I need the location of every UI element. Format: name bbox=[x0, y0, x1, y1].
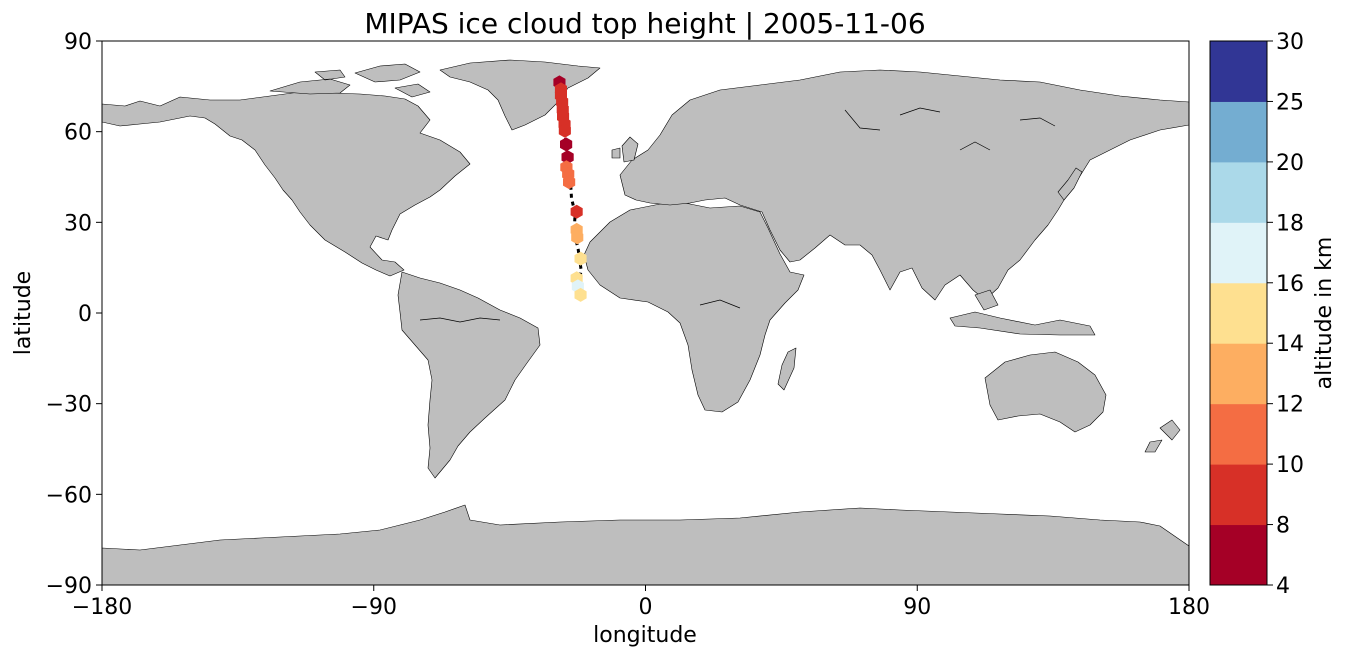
land-arctic-islands bbox=[269, 63, 431, 98]
colorbar-segment bbox=[1210, 282, 1267, 344]
land-british-isles bbox=[611, 136, 639, 163]
y-tick-label: −30 bbox=[46, 393, 92, 418]
map-rivers bbox=[419, 107, 1056, 323]
land-japan bbox=[1057, 167, 1083, 201]
land-masses bbox=[102, 59, 1189, 585]
x-tick-label: −180 bbox=[72, 595, 132, 620]
land-new-zealand bbox=[1144, 419, 1181, 453]
map-panel bbox=[101, 40, 1190, 586]
cloud-top-marker bbox=[574, 251, 587, 266]
colorbar-tick-label: 8 bbox=[1276, 514, 1290, 539]
colorbar-tick-label: 14 bbox=[1276, 332, 1304, 357]
x-tick-label: −90 bbox=[351, 595, 397, 620]
cloud-top-marker bbox=[570, 204, 583, 219]
colorbar-segment bbox=[1210, 161, 1267, 223]
x-tick-label: 0 bbox=[639, 595, 653, 620]
colorbar-tick-label: 10 bbox=[1276, 453, 1304, 478]
cloud-top-marker bbox=[574, 287, 587, 302]
colorbar-label: altitude in km bbox=[1312, 237, 1337, 390]
land-eurasia bbox=[619, 69, 1189, 301]
y-tick-label: 90 bbox=[64, 30, 92, 55]
y-tick-label: 30 bbox=[64, 211, 92, 236]
y-tick-label: −90 bbox=[46, 574, 92, 599]
land-southeast-asia-islands bbox=[949, 289, 1096, 336]
y-tick-label: 0 bbox=[78, 302, 92, 327]
cloud-top-markers bbox=[553, 75, 587, 302]
cloud-top-marker bbox=[563, 175, 576, 190]
colorbar-segment bbox=[1210, 524, 1267, 586]
y-axis-label: latitude bbox=[11, 271, 36, 355]
cloud-top-marker bbox=[558, 123, 571, 138]
land-madagascar bbox=[777, 347, 797, 391]
colorbar-segment bbox=[1210, 464, 1267, 526]
colorbar-tick-label: 4 bbox=[1276, 574, 1290, 599]
cloud-top-marker bbox=[571, 230, 584, 245]
colorbar: 4 8 10 12 14 16 18 20 25 30 bbox=[1209, 30, 1304, 599]
cloud-top-marker bbox=[560, 137, 573, 152]
colorbar-tick-label: 25 bbox=[1276, 90, 1304, 115]
cloud-top-marker bbox=[561, 150, 574, 165]
colorbar-segment bbox=[1210, 41, 1267, 102]
land-africa bbox=[583, 202, 805, 413]
colorbar-segment bbox=[1210, 343, 1267, 405]
colorbar-tick-label: 30 bbox=[1276, 30, 1304, 55]
colorbar-segment bbox=[1210, 222, 1267, 284]
colorbar-segment bbox=[1210, 403, 1267, 465]
x-tick-label: 90 bbox=[903, 595, 931, 620]
colorbar-tick-label: 18 bbox=[1276, 211, 1304, 236]
land-south-america bbox=[397, 271, 541, 479]
chart-title: MIPAS ice cloud top height | 2005-11-06 bbox=[364, 7, 925, 40]
colorbar-tick-label: 12 bbox=[1276, 393, 1304, 418]
y-tick-label: −60 bbox=[46, 483, 92, 508]
x-axis-label: longitude bbox=[593, 623, 697, 648]
colorbar-tick-label: 20 bbox=[1276, 151, 1304, 176]
colorbar-segment bbox=[1210, 101, 1267, 163]
x-tick-label: 180 bbox=[1168, 595, 1210, 620]
land-australia bbox=[984, 351, 1107, 433]
y-tick-label: 60 bbox=[64, 121, 92, 146]
colorbar-tick-label: 16 bbox=[1276, 272, 1304, 297]
land-antarctica bbox=[102, 504, 1189, 585]
colorbar-frame bbox=[1209, 40, 1268, 586]
